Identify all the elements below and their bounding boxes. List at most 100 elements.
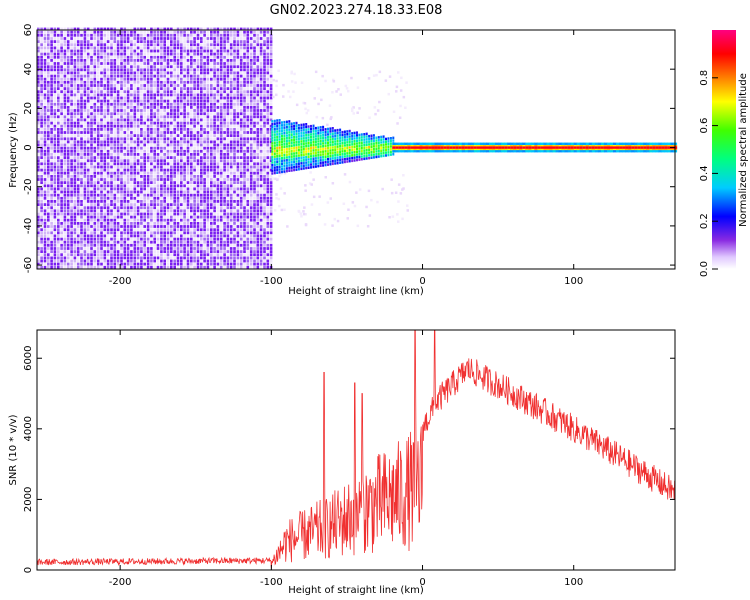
spectrogram-cell <box>183 33 186 37</box>
spectrogram-cell <box>249 99 253 103</box>
spectrogram-cell <box>76 65 80 69</box>
spectrogram-cell <box>206 106 210 109</box>
spectrogram-cell <box>90 253 93 257</box>
spectrogram-cell <box>100 96 103 100</box>
spectrogram-cell <box>126 121 130 125</box>
spectrogram-cell <box>210 96 213 100</box>
spectrogram-cell <box>146 77 150 81</box>
spectrogram-cell <box>180 171 183 175</box>
spectrogram-cell <box>246 243 250 247</box>
spectrogram-cell <box>126 209 130 213</box>
spectrogram-cell <box>249 228 253 232</box>
spectrogram-cell <box>229 59 233 62</box>
spectrogram-cell <box>100 102 103 106</box>
spectrogram-cell <box>66 178 70 181</box>
spectrogram-cell <box>233 143 236 147</box>
spectrogram-cell <box>113 168 117 172</box>
spectrogram-cell <box>47 106 50 109</box>
spectrogram-cell <box>229 109 233 112</box>
spectrogram-cell <box>130 99 133 103</box>
spectrogram-cell <box>223 93 226 97</box>
spectrogram-cell <box>160 143 163 147</box>
spectrogram-cell <box>213 178 216 181</box>
spectrogram-cell <box>40 102 43 106</box>
spectrogram-cell <box>213 243 216 247</box>
spectrogram-cell <box>213 250 216 253</box>
spectrogram-cell <box>57 240 60 244</box>
spectrogram-cell <box>106 243 110 247</box>
spectrogram-cell <box>140 218 143 222</box>
spectrogram-cell <box>150 59 153 62</box>
spectrogram-cell <box>76 140 80 144</box>
spectrogram-cell <box>133 118 137 122</box>
spectrogram-cell <box>126 184 130 188</box>
spectrogram-cell <box>80 237 83 241</box>
spectrogram-cell <box>110 131 113 134</box>
spectrogram-cell <box>156 206 160 210</box>
spectrogram-cell <box>200 181 203 184</box>
spectrogram-cell <box>37 231 40 235</box>
spectrogram-cell <box>73 112 77 116</box>
spectrogram-cell <box>146 115 150 119</box>
spectrogram-cell <box>219 253 223 257</box>
spectrogram-cell <box>219 218 223 222</box>
spectrogram-cell <box>163 27 166 31</box>
spectrogram-cell <box>63 80 67 84</box>
spectrogram-cell <box>57 99 60 103</box>
spectrogram-cell <box>113 262 117 266</box>
spectrogram-cell <box>150 196 153 200</box>
spectrogram-cell <box>123 153 127 156</box>
spectrogram-cell <box>219 74 223 78</box>
spectrogram-cell <box>233 181 236 184</box>
spectrogram-cell <box>223 175 226 178</box>
spectrogram-cell <box>173 153 176 156</box>
spectrogram-cell <box>133 87 137 90</box>
spectrogram-cell <box>183 237 186 241</box>
spectrogram-cell <box>63 134 67 137</box>
spectrogram-cell <box>219 65 223 69</box>
spectrogram-cell <box>180 55 183 59</box>
spectrogram-cell <box>196 80 200 84</box>
spectrogram-cell <box>47 203 50 206</box>
spectrogram-cell <box>150 209 153 213</box>
spectrogram-cell <box>140 27 143 31</box>
spectrogram-cell <box>73 52 77 56</box>
spectrogram-cell <box>126 193 130 197</box>
spectrogram-cell <box>76 131 80 134</box>
spectrogram-cell <box>70 68 73 72</box>
spectrogram-cell <box>216 77 220 81</box>
spectrogram-cell <box>113 175 117 178</box>
spectrogram-cell <box>90 102 93 106</box>
spectrogram-cell <box>243 96 246 100</box>
spectrogram-cell <box>210 206 213 210</box>
spectrogram-cell <box>126 240 130 244</box>
spectrogram-cell <box>53 99 57 103</box>
spectrogram-cell <box>76 46 80 50</box>
spectrogram-cell <box>229 102 233 106</box>
spectrogram-cell <box>150 256 153 260</box>
spectrogram-cell <box>60 209 63 213</box>
spectrogram-cell <box>143 240 146 244</box>
spectrogram-cell <box>106 137 110 141</box>
spectrogram-cell <box>246 131 250 134</box>
spectrogram-cell <box>186 259 190 263</box>
spectrogram-cell <box>96 74 100 78</box>
spectrogram-cell <box>223 59 226 62</box>
spectrogram-cell <box>243 259 246 263</box>
spectrogram-cell <box>60 231 63 235</box>
spectrogram-cell <box>216 131 220 134</box>
spectrogram-cell <box>239 74 243 78</box>
spectrogram-cell <box>160 102 163 106</box>
spectrogram-cell <box>90 262 93 266</box>
spectrogram-cell <box>186 190 190 194</box>
spectrogram-cell <box>57 184 60 188</box>
spectrogram-cell <box>43 131 47 134</box>
spectrogram-cell <box>213 143 216 147</box>
spectrogram-cell <box>43 243 47 247</box>
spectrogram-cell <box>236 187 240 191</box>
spectrogram-cell <box>156 30 160 34</box>
spectrogram-cell <box>143 234 146 238</box>
spectrogram-cell <box>86 37 90 40</box>
spectrogram-cell <box>196 109 200 112</box>
spectrogram-cell <box>153 84 156 87</box>
